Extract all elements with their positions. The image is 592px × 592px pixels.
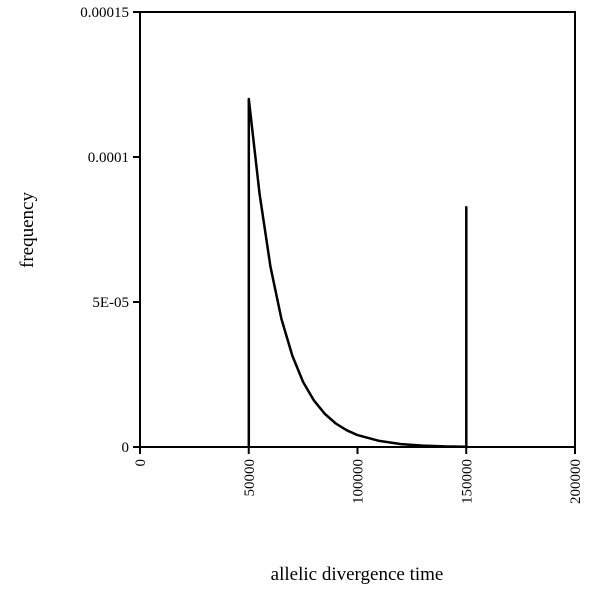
plot-frame [139,11,576,448]
x-axis: 0 50000 100000 150000 200000 [133,447,584,504]
y-tick-label: 5E-05 [92,295,129,311]
x-axis-label: allelic divergence time [271,564,444,585]
plot-area [247,97,468,448]
x-tick-label: 200000 [568,459,584,504]
series-line [247,97,467,448]
y-tick-label: 0.0001 [88,150,129,166]
x-tick-label: 0 [133,459,149,467]
y-axis: 0 5E-05 0.0001 0.00015 [80,5,140,456]
y-axis-label: frequency [17,192,38,268]
x-tick-label: 50000 [242,459,258,497]
x-tick-label: 100000 [351,459,367,504]
x-tick-label: 150000 [459,459,475,504]
y-tick-label: 0.00015 [80,5,129,21]
y-tick-label: 0 [122,440,130,456]
